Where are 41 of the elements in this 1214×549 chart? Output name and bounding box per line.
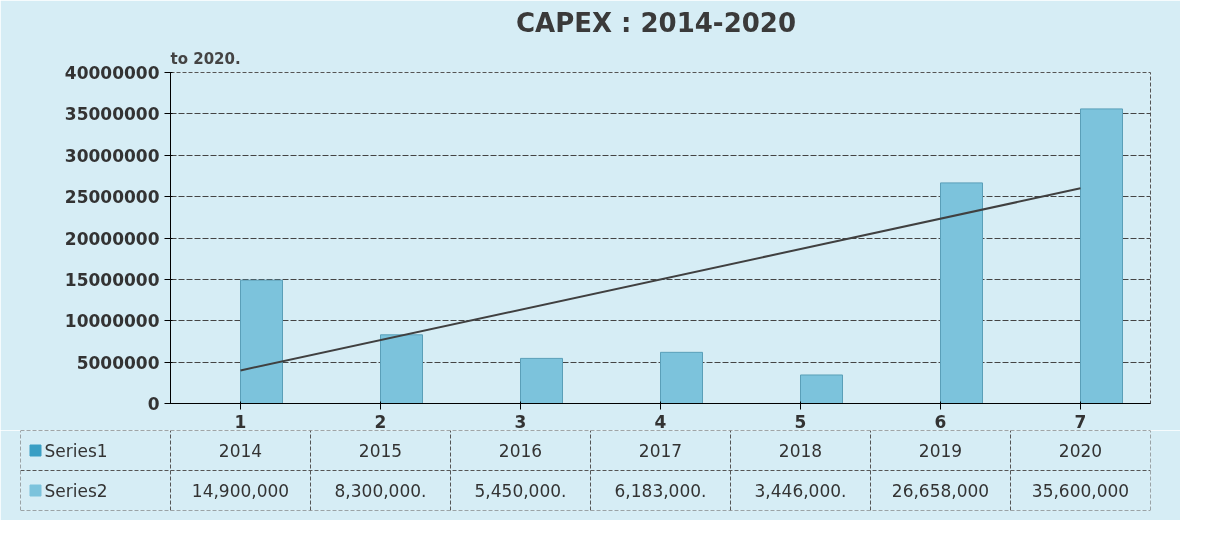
data-label: 3,446,000. [754, 481, 847, 501]
y-tick-label: 25000000 [64, 187, 160, 208]
data-label: 2015 [358, 441, 403, 461]
data-label: 6,183,000. [614, 481, 707, 501]
x-tick-label: 2 [374, 411, 387, 432]
bar [1080, 108, 1123, 404]
data-label: 2017 [638, 441, 683, 461]
data-label: 5,450,000. [474, 481, 567, 501]
data-label: 2020 [1058, 441, 1103, 461]
data-label: 14,900,000 [191, 481, 290, 501]
bar [520, 357, 563, 404]
data-label: 8,300,000. [334, 481, 427, 501]
legend-label: Series2 [44, 480, 108, 501]
y-tick-label: 10000000 [64, 311, 160, 332]
data-label: 35,600,000 [1031, 481, 1130, 501]
data-label: 2014 [218, 441, 263, 461]
legend-label: Series1 [44, 440, 108, 461]
bar [380, 334, 423, 404]
bar [940, 182, 983, 404]
data-label: 2018 [778, 441, 823, 461]
x-tick-label: 4 [654, 411, 667, 432]
y-tick-label: 20000000 [64, 228, 160, 249]
bar [800, 374, 843, 404]
data-label: 26,658,000 [891, 481, 990, 501]
y-tick-label: 15000000 [64, 269, 160, 290]
bar [660, 351, 703, 404]
x-tick-label: 7 [1074, 411, 1087, 432]
y-tick-label: 5000000 [76, 352, 160, 373]
x-tick-label: 6 [934, 411, 947, 432]
text: to 2020. [170, 49, 241, 68]
data-label: 2016 [498, 441, 543, 461]
y-tick-label: 35000000 [64, 104, 160, 125]
x-tick-label: 3 [514, 411, 527, 432]
y-tick-label: 40000000 [64, 63, 160, 83]
chart-title: CAPEX : 2014-2020 [515, 7, 797, 38]
y-tick-label: 0 [147, 394, 160, 414]
x-tick-label: 1 [234, 411, 247, 432]
x-tick-label: 5 [794, 411, 807, 432]
y-tick-label: 30000000 [64, 145, 160, 166]
bar [240, 279, 283, 404]
data-label: 2019 [918, 441, 963, 461]
